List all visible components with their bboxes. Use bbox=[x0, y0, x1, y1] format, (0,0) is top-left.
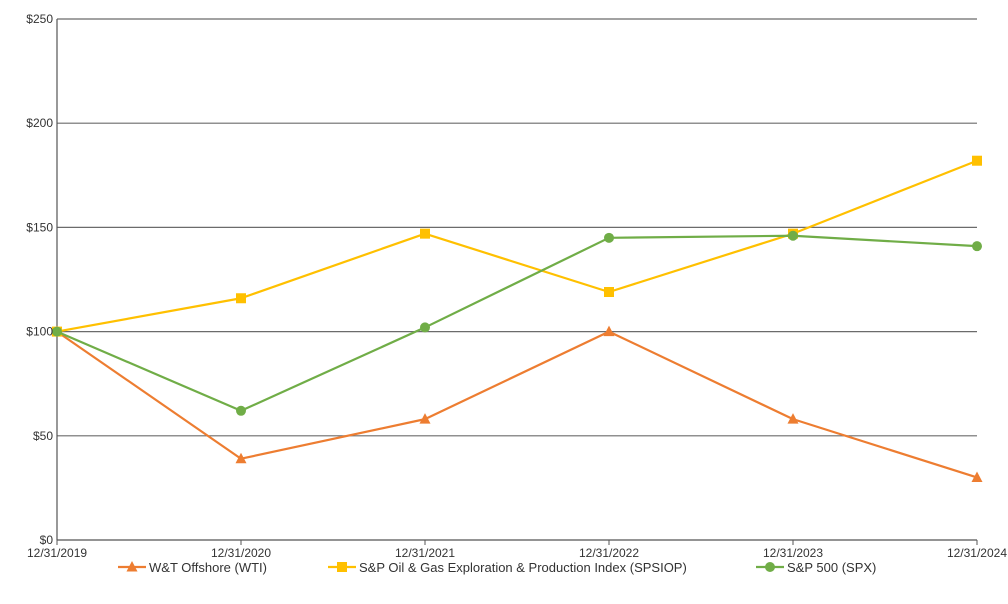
legend-marker bbox=[765, 562, 775, 572]
data-point-s-p-500-spx bbox=[52, 326, 62, 337]
legend-label: W&T Offshore (WTI) bbox=[149, 560, 267, 575]
data-point-s-p-oil-gas-exploration-production-index-spsiop bbox=[236, 293, 246, 304]
data-point-w-t-offshore-wti bbox=[971, 471, 983, 482]
y-tick-label: $0 bbox=[40, 533, 54, 547]
data-point-w-t-offshore-wti bbox=[787, 413, 799, 424]
data-point-s-p-oil-gas-exploration-production-index-spsiop bbox=[972, 155, 982, 166]
legend-label: S&P 500 (SPX) bbox=[787, 560, 876, 575]
legend-marker bbox=[337, 562, 347, 572]
y-tick-label: $250 bbox=[26, 12, 53, 26]
x-tick-label: 12/31/2024 bbox=[947, 546, 1007, 560]
y-tick-label: $100 bbox=[26, 325, 53, 339]
series-s-p-oil-gas-exploration-production-index-spsiop bbox=[52, 155, 982, 337]
data-point-s-p-500-spx bbox=[788, 230, 798, 241]
x-tick-label: 12/31/2021 bbox=[395, 546, 455, 560]
series-line-s-p-oil-gas-exploration-production-index-spsiop bbox=[56, 159, 978, 333]
legend-marker bbox=[126, 561, 138, 572]
data-point-s-p-oil-gas-exploration-production-index-spsiop bbox=[420, 228, 430, 239]
x-tick-label: 12/31/2023 bbox=[763, 546, 823, 560]
x-tick-label: 12/31/2019 bbox=[27, 546, 87, 560]
y-tick-label: $50 bbox=[33, 429, 53, 443]
data-point-s-p-oil-gas-exploration-production-index-spsiop bbox=[604, 287, 614, 298]
x-tick-label: 12/31/2022 bbox=[579, 546, 639, 560]
series-s-p-500-spx bbox=[52, 230, 982, 416]
data-point-s-p-500-spx bbox=[236, 405, 246, 416]
x-tick-label: 12/31/2020 bbox=[211, 546, 271, 560]
legend-item-s-p-oil-gas-exploration-production-index-spsiop: S&P Oil & Gas Exploration & Production I… bbox=[328, 560, 687, 575]
data-point-w-t-offshore-wti bbox=[419, 413, 431, 424]
y-tick-labels: $0 $50 $100 $150 $200 $250 bbox=[26, 12, 53, 547]
x-tick-labels: 12/31/2019 12/31/2020 12/31/2021 12/31/2022… bbox=[27, 546, 1007, 560]
legend-item-s-p-500-spx: S&P 500 (SPX) bbox=[756, 560, 876, 575]
legend-item-w-t-offshore-wti: W&T Offshore (WTI) bbox=[118, 560, 267, 575]
legend-label: S&P Oil & Gas Exploration & Production I… bbox=[359, 560, 687, 575]
data-point-w-t-offshore-wti bbox=[603, 325, 615, 337]
y-tick-label: $200 bbox=[26, 116, 53, 130]
series-w-t-offshore-wti bbox=[51, 325, 983, 482]
data-point-s-p-500-spx bbox=[420, 322, 430, 333]
series bbox=[51, 155, 983, 482]
axes bbox=[56, 19, 978, 545]
data-point-s-p-500-spx bbox=[604, 232, 614, 243]
legend: W&T Offshore (WTI) S&P Oil & Gas Explorat… bbox=[118, 560, 876, 575]
series-line-s-p-500-spx bbox=[56, 234, 978, 412]
data-point-w-t-offshore-wti bbox=[235, 452, 247, 464]
data-point-s-p-500-spx bbox=[972, 241, 982, 252]
series-line-w-t-offshore-wti bbox=[56, 330, 978, 479]
gridlines bbox=[57, 18, 977, 437]
y-tick-label: $150 bbox=[26, 220, 53, 234]
